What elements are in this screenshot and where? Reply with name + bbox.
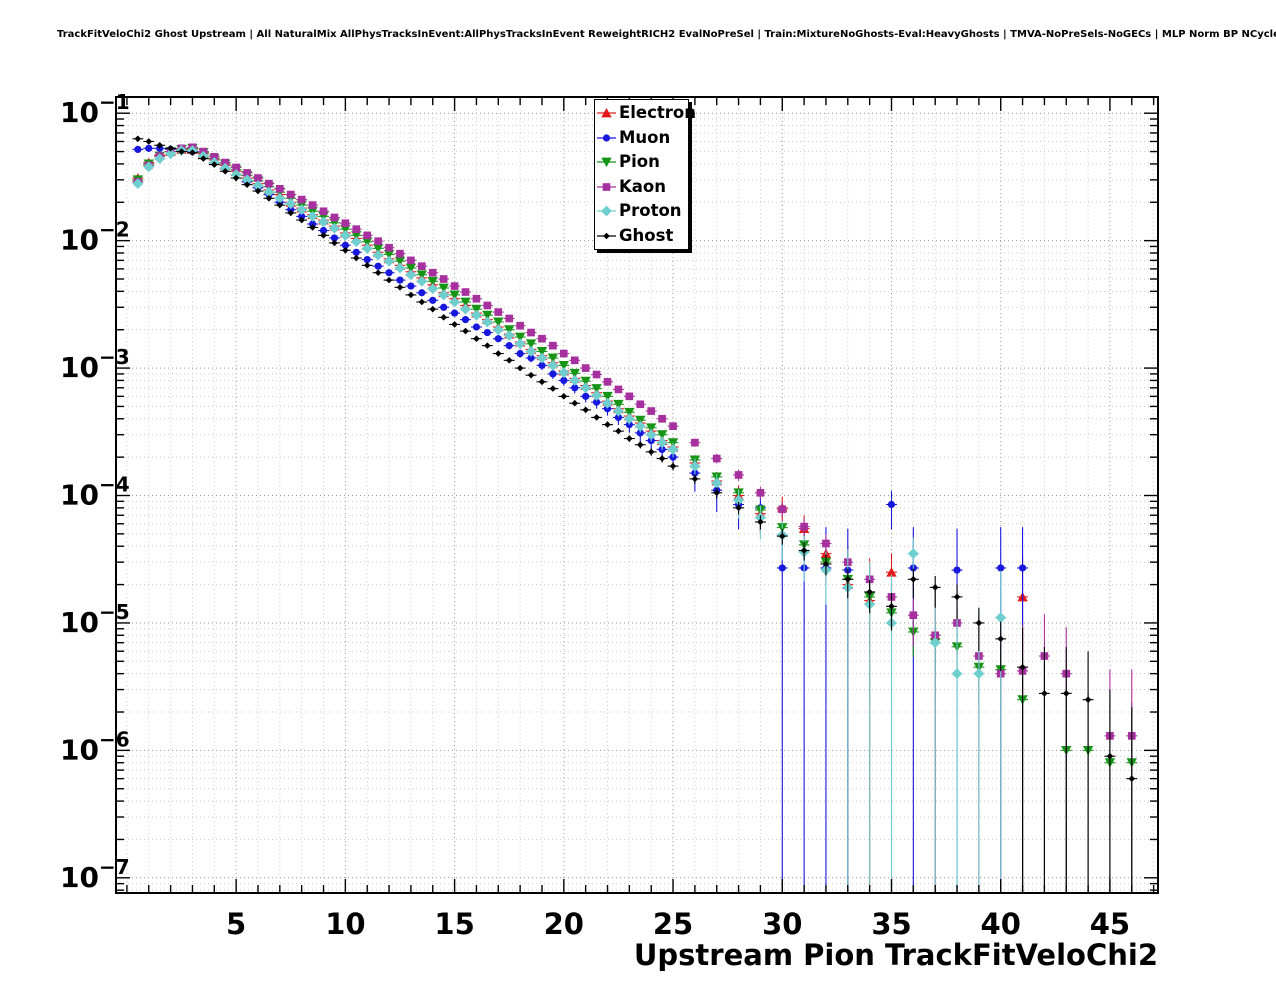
axis-ticks [116, 97, 1158, 893]
triangle-up-marker-icon [597, 108, 616, 118]
x-axis-tick-label: 40 [981, 907, 1021, 941]
legend-label: Muon [619, 127, 671, 147]
legend-entry-electron: Electron [595, 101, 696, 126]
y-axis-tick-label: 10−6 [60, 727, 130, 766]
legend-label: Electron [619, 103, 697, 122]
square-marker-icon [597, 182, 616, 191]
legend-label: Ghost [619, 225, 674, 245]
x-axis-tick-label: 25 [653, 907, 693, 941]
series-kaon [132, 143, 1138, 893]
series-muon [132, 144, 1029, 893]
legend: Electron Muon Pion Kaon Proton Ghost [594, 99, 696, 250]
legend-entry-ghost: Ghost [595, 224, 688, 249]
y-axis-tick-label: 10−7 [60, 855, 130, 894]
y-axis-tick-label: 10−5 [60, 600, 130, 639]
y-axis-tick-label: 10−4 [60, 473, 130, 512]
x-axis-tick-label: 15 [434, 907, 474, 941]
series-ghost [132, 135, 1138, 893]
y-axis-tick-label: 10−1 [60, 90, 130, 129]
triangle-down-marker-icon [597, 157, 616, 168]
y-axis-tick-label: 10−3 [60, 345, 130, 384]
legend-entry-kaon: Kaon [595, 175, 688, 200]
legend-entry-pion: Pion [595, 150, 688, 175]
x-axis-tick-label: 45 [1090, 907, 1130, 941]
legend-entry-muon: Muon [595, 126, 688, 151]
circle-marker-icon [597, 134, 616, 142]
legend-label: Pion [619, 152, 660, 171]
series-pion [132, 143, 1138, 893]
legend-label: Kaon [619, 176, 667, 196]
x-axis-tick-label: 5 [226, 907, 246, 941]
legend-label: Proton [619, 201, 682, 220]
chart-title: TrackFitVeloChi2 Ghost Upstream | All Na… [57, 29, 1276, 40]
legend-entry-proton: Proton [595, 199, 688, 224]
x-axis-tick-label: 10 [325, 907, 365, 941]
small-diamond-marker-icon [597, 232, 616, 240]
x-axis-tick-label: 20 [544, 907, 584, 941]
data-layer [132, 135, 1138, 893]
diamond-marker-icon [597, 205, 616, 217]
series-proton [132, 145, 1007, 893]
x-axis-tick-label: 30 [762, 907, 802, 941]
x-axis-title: Upstream Pion TrackFitVeloChi2 [633, 938, 1158, 972]
y-axis-tick-label: 10−2 [60, 218, 130, 257]
series-electron [132, 144, 1029, 893]
x-axis-tick-label: 35 [871, 907, 911, 941]
